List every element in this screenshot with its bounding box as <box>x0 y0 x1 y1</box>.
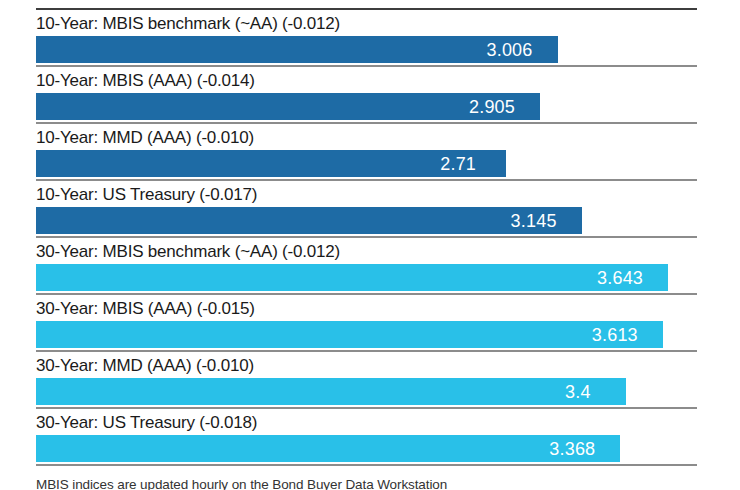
bar-category-label: 10-Year: MBIS benchmark (~AA) (-0.012) <box>36 10 697 33</box>
bar: 2.905 <box>36 93 540 120</box>
bar-track: 3.4 <box>36 378 697 405</box>
chart-row: 30-Year: MBIS benchmark (~AA) (-0.012) 3… <box>36 238 697 295</box>
bar-value-label: 3.643 <box>597 267 643 288</box>
bar: 3.613 <box>36 321 663 348</box>
chart-rows: 10-Year: MBIS benchmark (~AA) (-0.012) 3… <box>36 10 697 466</box>
chart-row: 10-Year: MBIS benchmark (~AA) (-0.012) 3… <box>36 10 697 67</box>
chart-footnote: MBIS indices are updated hourly on the B… <box>36 477 697 490</box>
chart-row: 30-Year: US Treasury (-0.018) 3.368 <box>36 409 697 466</box>
bar-category-label: 10-Year: US Treasury (-0.017) <box>36 181 697 204</box>
bar-track: 3.145 <box>36 207 697 234</box>
bar-value-label: 3.613 <box>592 324 638 345</box>
chart-row: 30-Year: MMD (AAA) (-0.010) 3.4 <box>36 352 697 409</box>
bar-category-label: 30-Year: MMD (AAA) (-0.010) <box>36 352 697 375</box>
bar: 2.71 <box>36 150 506 177</box>
bar-track: 3.643 <box>36 264 697 291</box>
bar: 3.643 <box>36 264 668 291</box>
bar: 3.006 <box>36 36 558 63</box>
bar-value-label: 3.4 <box>565 381 591 402</box>
bar: 3.4 <box>36 378 626 405</box>
chart-row: 30-Year: MBIS (AAA) (-0.015) 3.613 <box>36 295 697 352</box>
bar-category-label: 30-Year: US Treasury (-0.018) <box>36 409 697 432</box>
bar-category-label: 10-Year: MMD (AAA) (-0.010) <box>36 124 697 147</box>
bar: 3.368 <box>36 435 620 462</box>
bar-track: 2.71 <box>36 150 697 177</box>
chart-row: 10-Year: US Treasury (-0.017) 3.145 <box>36 181 697 238</box>
row-divider-line <box>36 464 697 466</box>
chart-row: 10-Year: MMD (AAA) (-0.010) 2.71 <box>36 124 697 181</box>
bar-value-label: 3.145 <box>511 210 557 231</box>
bar-value-label: 3.006 <box>486 39 532 60</box>
bar-track: 3.613 <box>36 321 697 348</box>
bar-track: 3.368 <box>36 435 697 462</box>
bar-value-label: 3.368 <box>549 438 595 459</box>
bar-value-label: 2.71 <box>440 153 476 174</box>
bar-track: 3.006 <box>36 36 697 63</box>
bar-category-label: 30-Year: MBIS (AAA) (-0.015) <box>36 295 697 318</box>
bar: 3.145 <box>36 207 582 234</box>
bar-track: 2.905 <box>36 93 697 120</box>
bar-category-label: 30-Year: MBIS benchmark (~AA) (-0.012) <box>36 238 697 261</box>
bond-yield-bar-chart: 10-Year: MBIS benchmark (~AA) (-0.012) 3… <box>0 0 740 490</box>
chart-area: 10-Year: MBIS benchmark (~AA) (-0.012) 3… <box>36 8 697 490</box>
chart-row: 10-Year: MBIS (AAA) (-0.014) 2.905 <box>36 67 697 124</box>
bar-value-label: 2.905 <box>469 96 515 117</box>
bar-category-label: 10-Year: MBIS (AAA) (-0.014) <box>36 67 697 90</box>
